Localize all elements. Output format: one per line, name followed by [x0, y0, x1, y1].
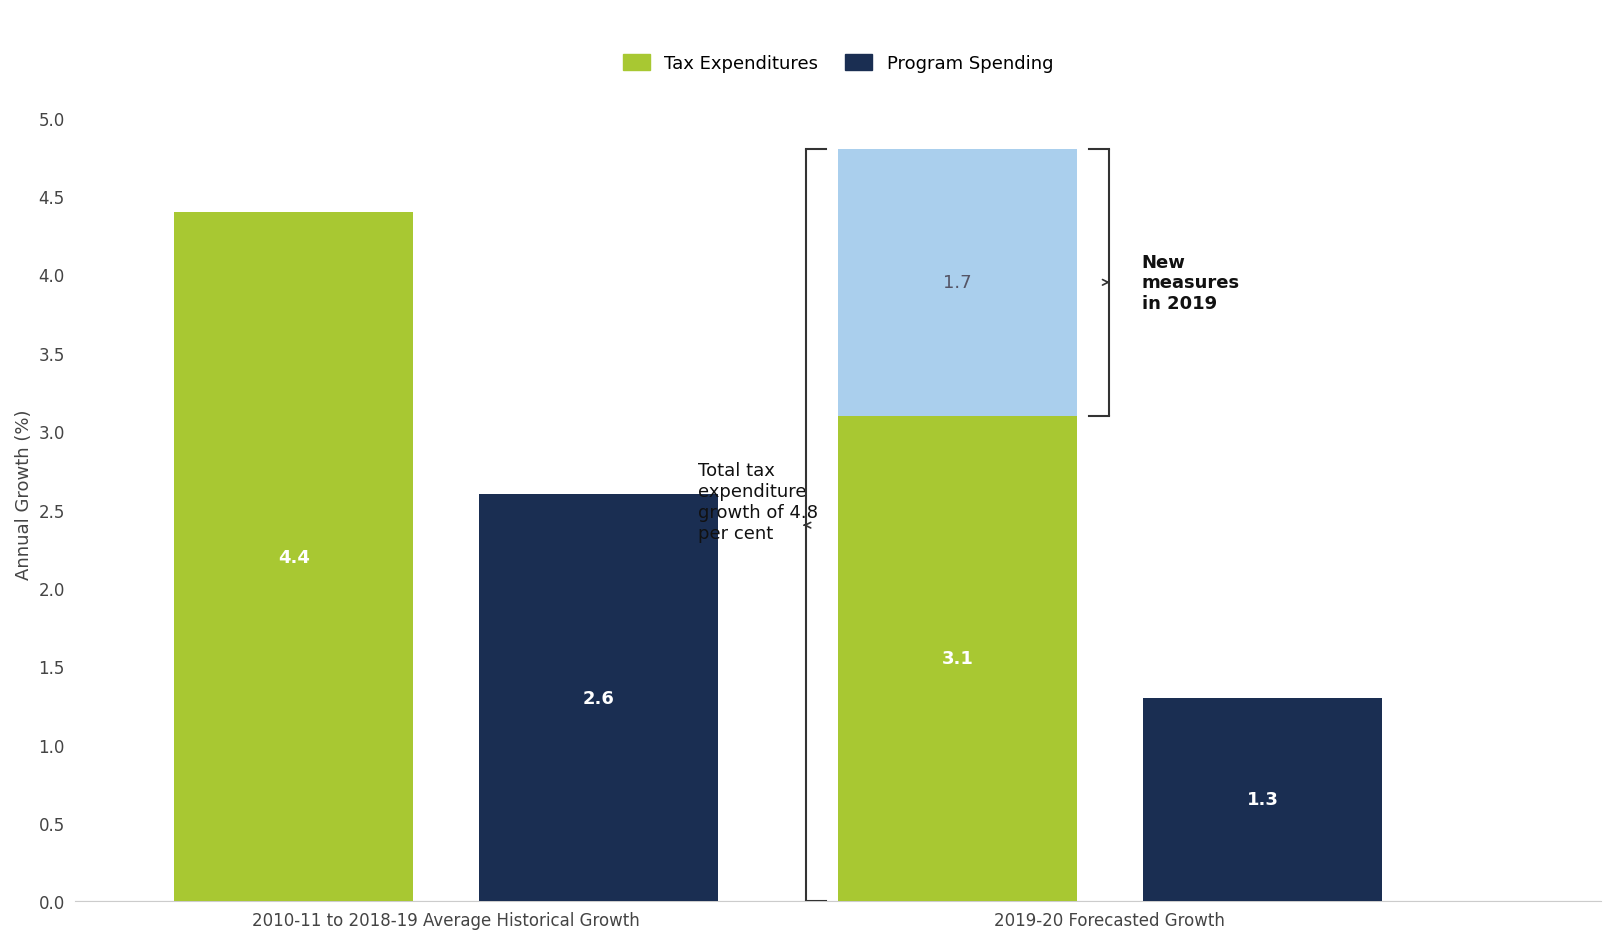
Text: 1.7: 1.7 — [944, 274, 971, 292]
Text: 2.6: 2.6 — [583, 689, 614, 707]
Bar — [175, 212, 414, 902]
Text: Total tax
expenditure
growth of 4.8
per cent: Total tax expenditure growth of 4.8 per … — [698, 462, 818, 542]
Legend: Tax Expenditures, Program Spending: Tax Expenditures, Program Spending — [616, 47, 1060, 80]
Text: 3.1: 3.1 — [942, 649, 973, 667]
Bar — [837, 416, 1076, 902]
Text: 1.3: 1.3 — [1246, 790, 1278, 809]
Y-axis label: Annual Growth (%): Annual Growth (%) — [15, 409, 32, 580]
Bar — [837, 150, 1076, 416]
Bar — [480, 495, 719, 902]
Text: 4.4: 4.4 — [278, 548, 310, 566]
Bar — [1143, 698, 1382, 902]
Text: New
measures
in 2019: New measures in 2019 — [1143, 253, 1239, 312]
